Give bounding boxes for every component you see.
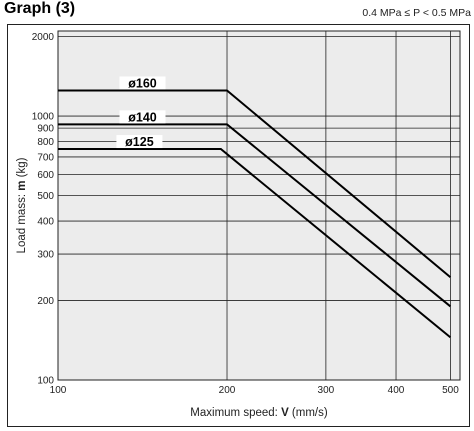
y-tick-label-300: 300 <box>37 250 54 261</box>
series-label-2: ø125 <box>125 135 154 149</box>
series-label-1: ø140 <box>128 110 157 124</box>
y-tick-label-2000: 2000 <box>32 32 55 43</box>
x-tick-label-200: 200 <box>219 385 236 396</box>
series-line-1 <box>58 123 452 308</box>
plot-area <box>57 30 461 381</box>
series-line-2 <box>58 148 452 339</box>
y-axis-label: Load mass: m (kg) <box>16 157 28 253</box>
y-tick-label-800: 800 <box>37 137 54 148</box>
series-label-backing-2 <box>116 135 163 149</box>
pressure-condition: 0.4 MPa ≤ P < 0.5 MPa <box>362 7 471 19</box>
x-tick-label-400: 400 <box>388 385 405 396</box>
series-lines: ø160 ø140 ø125 <box>58 76 452 339</box>
series-label-backing-1 <box>119 110 166 124</box>
x-tick-label-500: 500 <box>442 385 459 396</box>
x-tick-label-300: 300 <box>318 385 335 396</box>
x-tick-label-100: 100 <box>50 385 67 396</box>
y-tick-label-400: 400 <box>37 217 54 228</box>
series-label-0: ø160 <box>128 76 157 90</box>
x-axis-label: Maximum speed: V (mm/s) <box>190 407 328 419</box>
y-tick-label-100: 100 <box>37 376 54 387</box>
y-tick-label-900: 900 <box>37 124 54 135</box>
y-tick-label-1000: 1000 <box>32 112 55 123</box>
y-tick-label-700: 700 <box>37 152 54 163</box>
series-line-0 <box>58 89 452 279</box>
y-tick-label-600: 600 <box>37 170 54 181</box>
chart-frame <box>7 24 470 427</box>
graph-title: Graph (3) <box>4 0 76 17</box>
y-tick-label-200: 200 <box>37 296 54 307</box>
series-label-backing-0 <box>119 76 166 90</box>
y-tick-label-500: 500 <box>37 191 54 202</box>
